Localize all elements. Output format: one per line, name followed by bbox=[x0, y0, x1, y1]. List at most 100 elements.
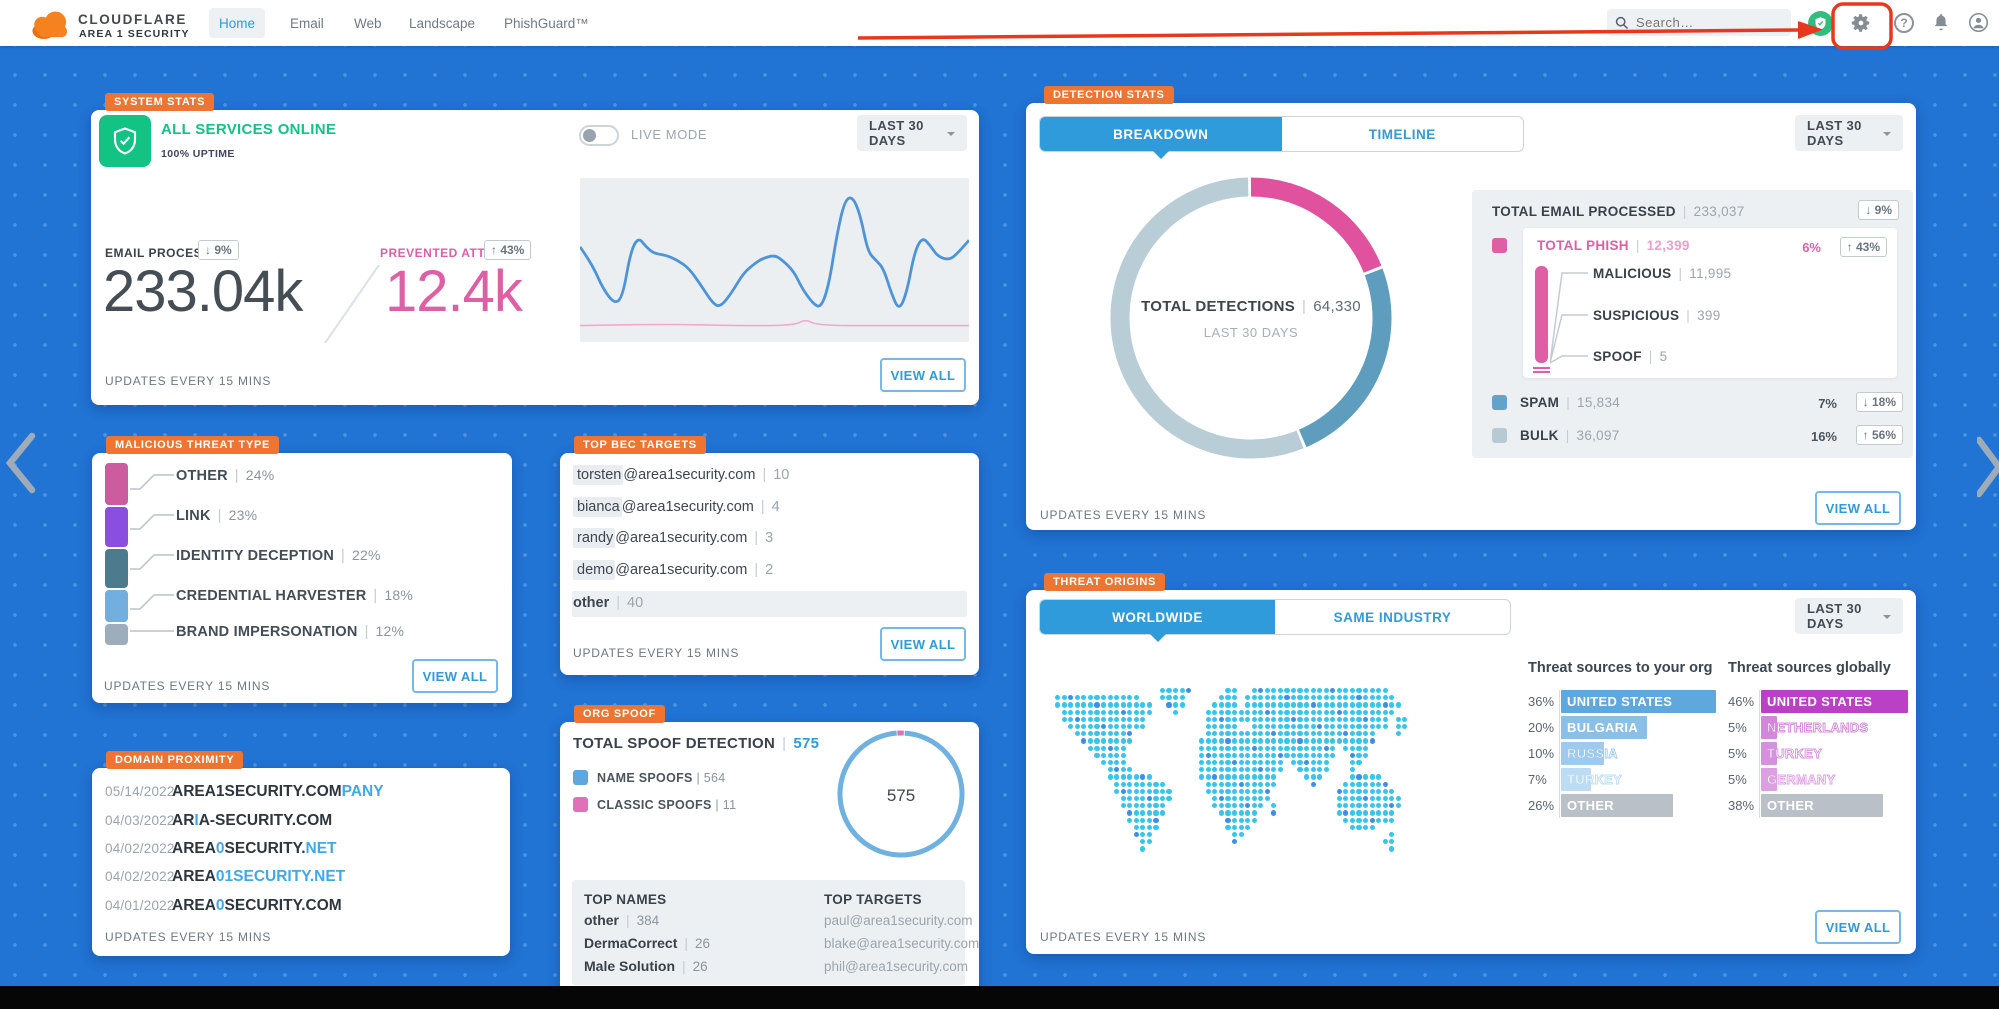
map-dot bbox=[1205, 716, 1211, 722]
map-dot bbox=[1133, 817, 1139, 823]
bec-target-row[interactable]: torsten@area1security.com10 bbox=[573, 465, 789, 485]
bottom-letterbox-bar bbox=[0, 986, 1999, 1009]
domain-row[interactable]: 05/14/2022AREA1SECURITY.COMPANY bbox=[105, 783, 384, 800]
search-box[interactable] bbox=[1607, 9, 1791, 36]
map-dot bbox=[1317, 695, 1323, 701]
map-dot bbox=[1362, 745, 1369, 751]
map-dot bbox=[1258, 688, 1264, 694]
map-dot bbox=[1349, 810, 1356, 816]
domain-row[interactable]: 04/03/2022ARIA-SECURITY.COM bbox=[105, 812, 333, 829]
bec-other-row-highlight bbox=[572, 591, 967, 617]
nav-item-web[interactable]: Web bbox=[354, 15, 382, 31]
map-dot bbox=[1382, 810, 1388, 816]
view-all-button[interactable]: VIEW ALL bbox=[1815, 491, 1901, 525]
nav-item-email[interactable]: Email bbox=[290, 15, 324, 31]
map-dot bbox=[1330, 688, 1336, 694]
map-dot bbox=[1127, 817, 1133, 823]
map-dot bbox=[1382, 702, 1388, 708]
card-tag: TOP BEC TARGETS bbox=[574, 436, 706, 454]
threat-type-row: IDENTITY DECEPTION22% bbox=[176, 547, 381, 564]
map-dot bbox=[1271, 695, 1277, 701]
map-dot bbox=[1218, 724, 1225, 730]
help-icon[interactable] bbox=[1894, 13, 1914, 33]
map-dot bbox=[1186, 688, 1192, 694]
account-user-icon[interactable] bbox=[1968, 12, 1989, 38]
threat-source-percent: 5% bbox=[1728, 772, 1747, 787]
nav-item-phishguard[interactable]: PhishGuard™ bbox=[504, 15, 589, 31]
nav-item-landscape[interactable]: Landscape bbox=[409, 15, 476, 31]
settings-gear-icon[interactable] bbox=[1850, 12, 1872, 39]
map-dot bbox=[1251, 817, 1257, 823]
threat-source-percent: 5% bbox=[1728, 720, 1747, 735]
map-dot bbox=[1127, 788, 1133, 794]
map-dot bbox=[1264, 695, 1270, 701]
map-dot bbox=[1264, 760, 1270, 766]
view-all-button[interactable]: VIEW ALL bbox=[880, 627, 966, 661]
bec-target-row[interactable]: bianca@area1security.com4 bbox=[573, 497, 780, 517]
map-dot bbox=[1356, 817, 1362, 823]
domain-row[interactable]: 04/02/2022AREA0SECURITY.NET bbox=[105, 840, 337, 857]
page-next-chevron-icon[interactable] bbox=[1977, 434, 1999, 500]
map-dot bbox=[1349, 760, 1356, 766]
map-dot bbox=[1382, 709, 1388, 715]
domain-row[interactable]: 04/02/2022AREA01SECURITY.NET bbox=[105, 868, 346, 885]
map-dot bbox=[1317, 738, 1323, 744]
map-dot bbox=[1179, 688, 1185, 694]
map-dot bbox=[1258, 781, 1264, 787]
view-all-button[interactable]: VIEW ALL bbox=[412, 659, 498, 693]
donut-center-label: TOTAL DETECTIONS64,330 bbox=[1101, 298, 1401, 315]
phish-bar bbox=[1535, 266, 1548, 363]
bulk-percent: 16% bbox=[1810, 429, 1837, 444]
map-dot bbox=[1376, 774, 1382, 780]
total-phish-chip bbox=[1492, 238, 1507, 253]
page-prev-chevron-icon[interactable] bbox=[2, 430, 40, 496]
tab-breakdown[interactable]: BREAKDOWN bbox=[1040, 117, 1282, 159]
threat-source-percent: 20% bbox=[1528, 720, 1555, 735]
map-dot bbox=[1225, 810, 1231, 816]
map-dot bbox=[1271, 752, 1277, 758]
search-input[interactable] bbox=[1636, 15, 1766, 30]
bec-target-row[interactable]: randy@area1security.com3 bbox=[573, 528, 773, 548]
map-dot bbox=[1146, 788, 1152, 794]
top-name-row: Male Solution26 bbox=[584, 958, 708, 974]
period-dropdown[interactable]: LAST 30 DAYS bbox=[857, 115, 967, 151]
map-dot bbox=[1349, 709, 1356, 715]
map-dot bbox=[1225, 752, 1231, 758]
phish-bar-tick bbox=[1533, 371, 1550, 373]
tab-timeline[interactable]: TIMELINE bbox=[1368, 126, 1436, 142]
map-dot bbox=[1159, 781, 1166, 787]
notifications-bell-icon[interactable] bbox=[1931, 12, 1951, 37]
map-dot bbox=[1140, 832, 1146, 838]
map-dot bbox=[1225, 688, 1231, 694]
map-dot bbox=[1277, 745, 1283, 751]
bec-target-row[interactable]: demo@area1security.com2 bbox=[573, 560, 773, 580]
domain-row[interactable]: 04/01/2022AREA0SECURITY.COM bbox=[105, 897, 342, 914]
map-dot bbox=[1323, 695, 1329, 701]
period-dropdown[interactable]: LAST 30 DAYS bbox=[1795, 115, 1903, 151]
status-shield-check-icon[interactable] bbox=[1808, 11, 1833, 36]
view-all-button[interactable]: VIEW ALL bbox=[1815, 910, 1901, 944]
map-dot bbox=[1271, 738, 1277, 744]
map-dot bbox=[1133, 810, 1139, 816]
map-dot bbox=[1330, 752, 1336, 758]
top-target-row[interactable]: blake@area1security.com bbox=[824, 936, 980, 951]
map-dot bbox=[1264, 767, 1270, 773]
bec-target-row[interactable]: other40 bbox=[573, 595, 643, 611]
map-dot bbox=[1159, 803, 1166, 809]
live-mode-toggle[interactable] bbox=[579, 125, 619, 146]
nav-item-home[interactable]: Home bbox=[209, 8, 266, 38]
tab-worldwide[interactable]: WORLDWIDE bbox=[1040, 600, 1275, 642]
map-dot bbox=[1271, 709, 1277, 715]
map-dot bbox=[1376, 688, 1382, 694]
top-target-row[interactable]: phil@area1security.com bbox=[824, 959, 969, 974]
map-dot bbox=[1251, 788, 1257, 794]
map-dot bbox=[1245, 752, 1251, 758]
prevented-attacks-value: 12.4k bbox=[385, 259, 523, 324]
threat-source-country: TURKEY bbox=[1567, 772, 1623, 788]
view-all-button[interactable]: VIEW ALL bbox=[880, 358, 966, 392]
tab-same-industry[interactable]: SAME INDUSTRY bbox=[1333, 609, 1452, 625]
top-target-row[interactable]: paul@area1security.com bbox=[824, 913, 973, 928]
period-dropdown[interactable]: LAST 30 DAYS bbox=[1795, 598, 1903, 634]
map-dot bbox=[1323, 760, 1329, 766]
map-dot bbox=[1114, 716, 1120, 722]
